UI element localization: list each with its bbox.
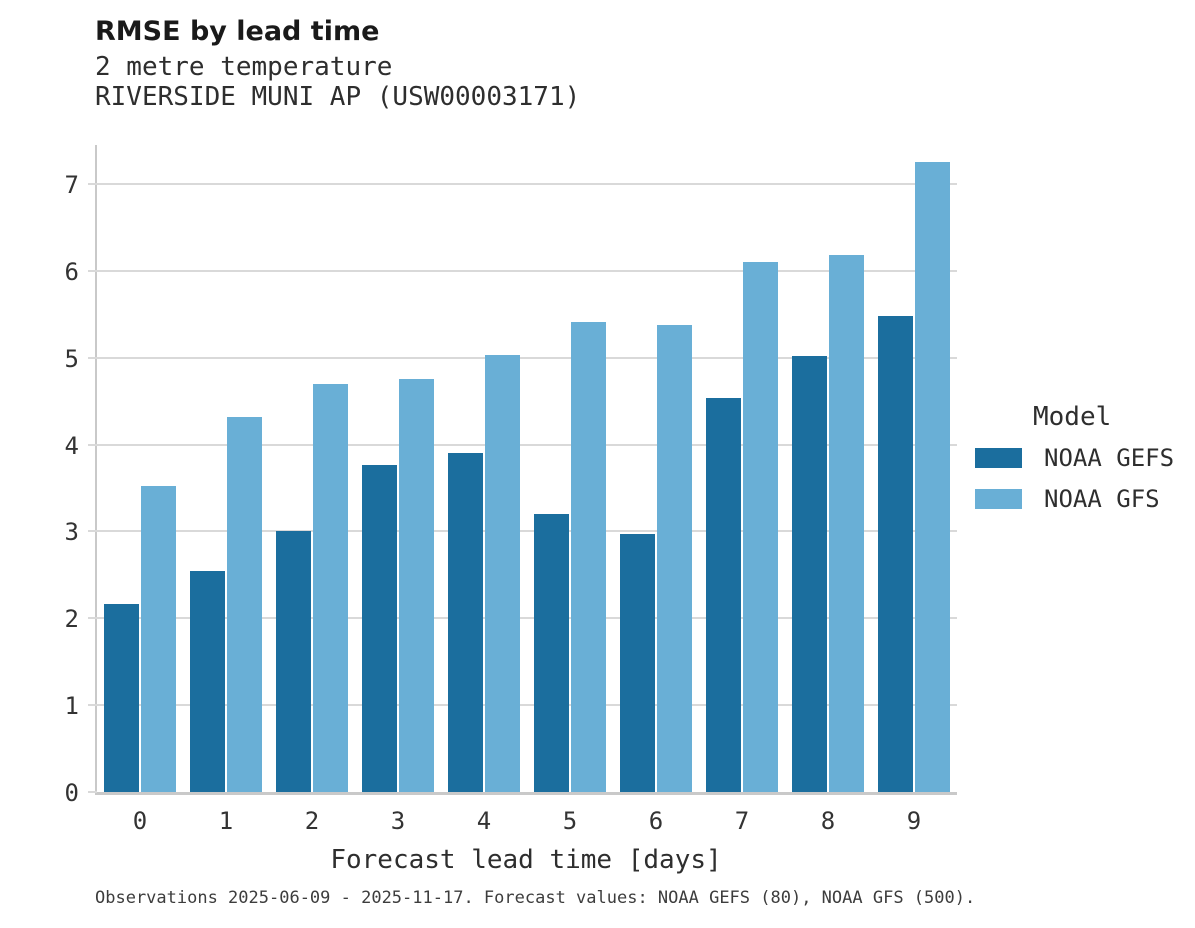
bar-gfs-lead-8 (829, 255, 864, 792)
bar-gefs-lead-0 (104, 604, 139, 792)
y-tick-5 (88, 356, 97, 359)
legend-item-gfs: NOAA GFS (975, 485, 1195, 513)
x-tick-label-6: 6 (648, 807, 664, 835)
bar-gefs-lead-9 (878, 316, 913, 792)
bar-gfs-lead-9 (915, 162, 950, 792)
gridline-y-6 (97, 269, 957, 272)
chart-subtitle-variable: 2 metre temperature (95, 52, 393, 82)
bar-gefs-lead-1 (190, 570, 225, 792)
bar-gefs-lead-7 (706, 397, 741, 792)
chart-subtitle-station: RIVERSIDE MUNI AP (USW00003171) (95, 82, 581, 112)
y-tick-label-0: 0 (64, 779, 79, 807)
bar-gefs-lead-3 (362, 464, 397, 792)
bar-gefs-lead-5 (534, 514, 569, 792)
y-tick-label-1: 1 (64, 692, 79, 721)
y-tick-6 (88, 269, 97, 272)
y-tick-2 (88, 617, 97, 620)
y-tick-0 (88, 791, 97, 793)
x-axis-title: Forecast lead time [days] (330, 845, 722, 875)
y-axis-title: RMSE [C] (0, 294, 2, 420)
bar-gefs-lead-6 (620, 534, 655, 792)
legend-swatch-icon (975, 489, 1022, 509)
x-tick-label-8: 8 (820, 807, 836, 835)
y-tick-label-6: 6 (64, 257, 79, 286)
plot-area: 0 1 2 3 4 5 6 7 0 1 2 3 4 5 6 7 8 9 (65, 145, 957, 835)
bar-gefs-lead-8 (792, 356, 827, 792)
gridline-y-2 (97, 617, 957, 620)
y-tick-label-2: 2 (64, 605, 79, 634)
gridline-y-1 (97, 704, 957, 707)
caption-text: Observations 2025-06-09 - 2025-11-17. Fo… (95, 888, 976, 908)
legend-swatch-icon (975, 448, 1022, 468)
legend-item-gefs: NOAA GEFS (975, 444, 1195, 472)
bar-gfs-lead-6 (657, 324, 692, 792)
bar-gfs-lead-0 (141, 486, 176, 792)
x-tick-label-9: 9 (906, 807, 922, 835)
gridline-y-7 (97, 183, 957, 186)
legend-label: NOAA GEFS (1044, 444, 1175, 472)
bar-gefs-lead-4 (448, 453, 483, 792)
x-tick-label-7: 7 (734, 807, 750, 835)
gridline-y-3 (97, 530, 957, 533)
y-tick-label-3: 3 (64, 518, 79, 547)
legend-title: Model (1033, 402, 1112, 432)
x-tick-label-3: 3 (390, 807, 406, 835)
y-tick-7 (88, 183, 97, 186)
gridline-y-4 (97, 443, 957, 446)
bar-gfs-lead-4 (485, 355, 520, 792)
gridline-y-5 (97, 356, 957, 359)
x-tick-label-0: 0 (132, 807, 148, 835)
legend: Model NOAA GEFS NOAA GFS (975, 402, 1195, 526)
x-tick-label-5: 5 (562, 807, 578, 835)
y-tick-3 (88, 530, 97, 533)
bar-gfs-lead-2 (313, 383, 348, 792)
bar-gfs-lead-3 (399, 379, 434, 792)
bar-gfs-lead-1 (227, 416, 262, 792)
x-tick-label-1: 1 (218, 807, 234, 835)
y-tick-label-5: 5 (64, 344, 79, 373)
bar-gfs-lead-7 (743, 262, 778, 792)
y-tick-4 (88, 443, 97, 446)
bar-gfs-lead-5 (571, 322, 606, 792)
bar-gefs-lead-2 (276, 530, 311, 792)
y-tick-1 (88, 704, 97, 707)
y-tick-label-7: 7 (64, 171, 79, 200)
legend-label: NOAA GFS (1044, 485, 1160, 513)
x-tick-label-4: 4 (476, 807, 492, 835)
x-tick-label-2: 2 (304, 807, 320, 835)
chart-title: RMSE by lead time (95, 16, 380, 47)
y-tick-label-4: 4 (64, 431, 79, 460)
